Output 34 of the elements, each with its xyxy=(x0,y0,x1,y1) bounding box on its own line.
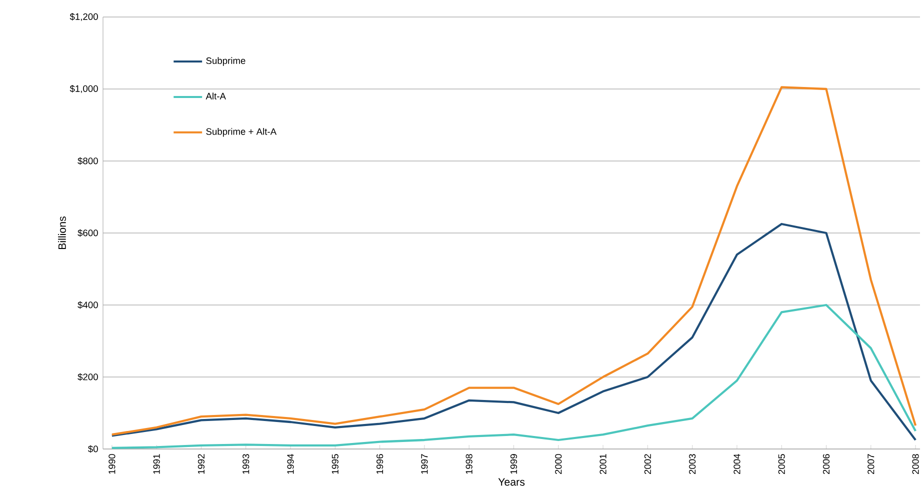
x-tick-label: 1998 xyxy=(466,454,472,474)
line-series xyxy=(110,222,917,442)
y-tick-label: $400 xyxy=(78,301,98,309)
x-tick-label: 1993 xyxy=(242,454,250,474)
x-tick-label: 2004 xyxy=(734,454,740,474)
x-tick-label: 1995 xyxy=(332,454,338,474)
x-tick-label: 1997 xyxy=(421,454,428,474)
x-tick-label: 1991 xyxy=(153,454,160,474)
line-series xyxy=(110,304,917,449)
legend-label: Subprime + Alt-A xyxy=(206,128,277,137)
x-tick-label: 2006 xyxy=(822,454,830,474)
x-tick-label: 2000 xyxy=(555,454,562,474)
x-tick-label: 1999 xyxy=(510,454,518,474)
x-tick-label: 1996 xyxy=(376,454,384,474)
x-tick-label: 1994 xyxy=(287,454,294,474)
x-tick-label: 2003 xyxy=(689,454,696,474)
legend-label: Alt-A xyxy=(206,92,226,100)
x-tick-label: 2002 xyxy=(644,454,651,474)
y-tick-label: $200 xyxy=(78,373,98,381)
line-series xyxy=(110,86,917,436)
x-tick-label: 1990 xyxy=(108,454,116,474)
x-tick-label: 1992 xyxy=(198,454,205,474)
x-axis-title: Years xyxy=(498,478,525,486)
y-tick-label: $600 xyxy=(78,229,98,237)
legend-label: Subprime xyxy=(206,57,246,66)
x-tick-label: 2001 xyxy=(600,454,606,474)
x-tick-label: 2008 xyxy=(912,454,919,474)
y-tick-label: $1,000 xyxy=(70,84,98,94)
y-tick-label: $800 xyxy=(78,157,98,165)
y-tick-label: $1,200 xyxy=(70,12,98,22)
y-tick-label: $0 xyxy=(88,445,98,453)
x-tick-label: 2005 xyxy=(778,454,785,474)
x-tick-label: 2007 xyxy=(868,454,874,474)
y-axis-title: Billions xyxy=(58,216,66,250)
